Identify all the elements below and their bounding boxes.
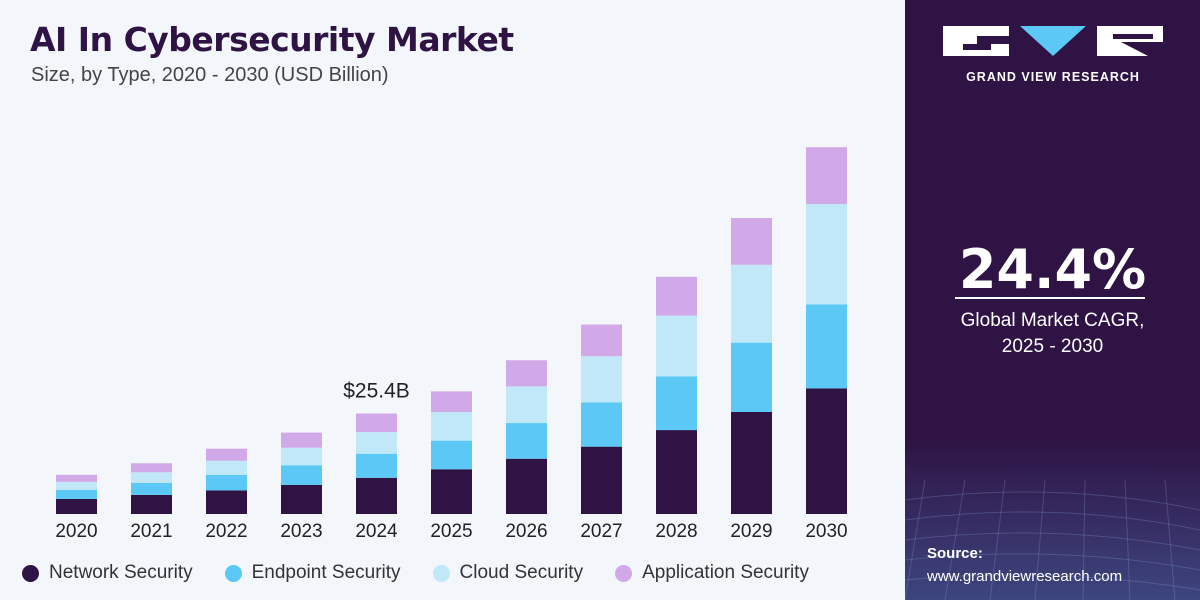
legend-swatch: [224, 564, 242, 582]
bar-application-security-2024: [356, 413, 397, 433]
x-tick-label: 2024: [355, 521, 398, 542]
x-tick-label: 2027: [580, 521, 622, 542]
legend-label: Cloud Security: [459, 562, 584, 583]
chart-title: AI In Cybersecurity Market: [30, 20, 514, 59]
source-link[interactable]: www.grandviewresearch.com: [927, 568, 1123, 585]
bar-network-security-2025: [431, 469, 472, 514]
bar-application-security-2028: [656, 276, 697, 316]
bar-endpoint-security-2020: [56, 489, 97, 499]
bar-cloud-security-2028: [656, 315, 697, 377]
bar-network-security-2026: [506, 458, 547, 514]
bar-cloud-security-2020: [56, 481, 97, 490]
bar-network-security-2022: [206, 490, 247, 514]
legend-label: Endpoint Security: [251, 562, 401, 583]
bar-network-security-2021: [131, 494, 172, 514]
bar-endpoint-security-2030: [806, 304, 847, 389]
legend-label: Application Security: [642, 562, 809, 583]
bar-application-security-2020: [56, 474, 97, 482]
bar-application-security-2022: [206, 448, 247, 461]
data-label-total: $25.4B: [343, 380, 410, 403]
cagr-divider: [955, 297, 1145, 299]
grid-decoration: [905, 440, 1200, 600]
stacked-bar-chart: 2020 2021 2022 2023 2024 $25.4B 2025 2026 2027 20…: [55, 147, 848, 542]
bar-cloud-security-2022: [206, 460, 247, 475]
chart-legend: Network Security Endpoint Security Cloud S…: [22, 562, 841, 584]
bar-cloud-security-2024: [356, 432, 397, 454]
bar-cloud-security-2027: [581, 356, 622, 403]
bar-network-security-2027: [581, 446, 622, 514]
bar-endpoint-security-2027: [581, 402, 622, 447]
x-tick-label: 2028: [655, 521, 697, 542]
bar-endpoint-security-2022: [206, 474, 247, 491]
cagr-period: 2025 - 2030: [1001, 336, 1104, 357]
legend-swatch: [22, 564, 39, 582]
bar-cloud-security-2025: [431, 411, 472, 441]
bar-cloud-security-2029: [731, 264, 772, 343]
x-tick-label: 2022: [205, 521, 247, 542]
bar-endpoint-security-2025: [431, 440, 472, 470]
bar-application-security-2023: [281, 432, 322, 448]
bar-endpoint-security-2024: [356, 453, 397, 478]
x-tick-label: 2021: [130, 521, 172, 542]
x-tick-label: 2026: [505, 521, 547, 542]
bar-application-security-2027: [581, 324, 622, 357]
legend-item-endpoint-security: Endpoint Security: [224, 562, 401, 584]
bar-cloud-security-2023: [281, 447, 322, 466]
bar-application-security-2025: [431, 391, 472, 412]
x-tick-label: 2020: [55, 521, 97, 542]
bar-application-security-2026: [506, 360, 547, 387]
gvr-logo-icon: [943, 26, 1163, 56]
source-title: Source:: [927, 545, 983, 562]
chart-panel: AI In Cybersecurity Market Size, by Type…: [22, 20, 848, 584]
x-tick-label: 2029: [730, 521, 772, 542]
bar-network-security-2024: [356, 477, 397, 514]
bar-endpoint-security-2021: [131, 482, 172, 495]
legend-swatch: [432, 564, 450, 582]
bar-application-security-2030: [806, 147, 847, 204]
x-tick-label: 2023: [280, 521, 322, 542]
bar-endpoint-security-2026: [506, 423, 547, 459]
bar-network-security-2029: [731, 411, 772, 514]
legend-item-network-security: Network Security: [22, 562, 193, 584]
bar-network-security-2020: [56, 498, 97, 514]
bar-cloud-security-2026: [506, 386, 547, 424]
brand-panel: GRAND VIEW RESEARCH 24.4% Global Market …: [905, 0, 1200, 600]
x-tick-label: 2030: [805, 521, 847, 542]
x-tick-label: 2025: [430, 521, 472, 542]
brand-name: GRAND VIEW RESEARCH: [966, 70, 1140, 84]
cagr-label: Global Market CAGR,: [960, 310, 1145, 331]
bar-application-security-2029: [731, 218, 772, 265]
cagr-value: 24.4%: [958, 238, 1147, 301]
bar-application-security-2021: [131, 463, 172, 473]
legend-item-cloud-security: Cloud Security: [432, 562, 584, 584]
bar-network-security-2028: [656, 430, 697, 514]
legend-swatch: [615, 564, 633, 582]
bar-endpoint-security-2023: [281, 465, 322, 485]
legend-item-application-security: Application Security: [615, 562, 809, 584]
bar-cloud-security-2030: [806, 203, 847, 305]
bar-endpoint-security-2028: [656, 376, 697, 431]
legend-label: Network Security: [49, 562, 193, 583]
bar-network-security-2023: [281, 484, 322, 514]
bar-cloud-security-2021: [131, 472, 172, 483]
bar-network-security-2030: [806, 388, 847, 514]
bar-endpoint-security-2029: [731, 342, 772, 412]
chart-subtitle: Size, by Type, 2020 - 2030 (USD Billion): [31, 64, 389, 86]
